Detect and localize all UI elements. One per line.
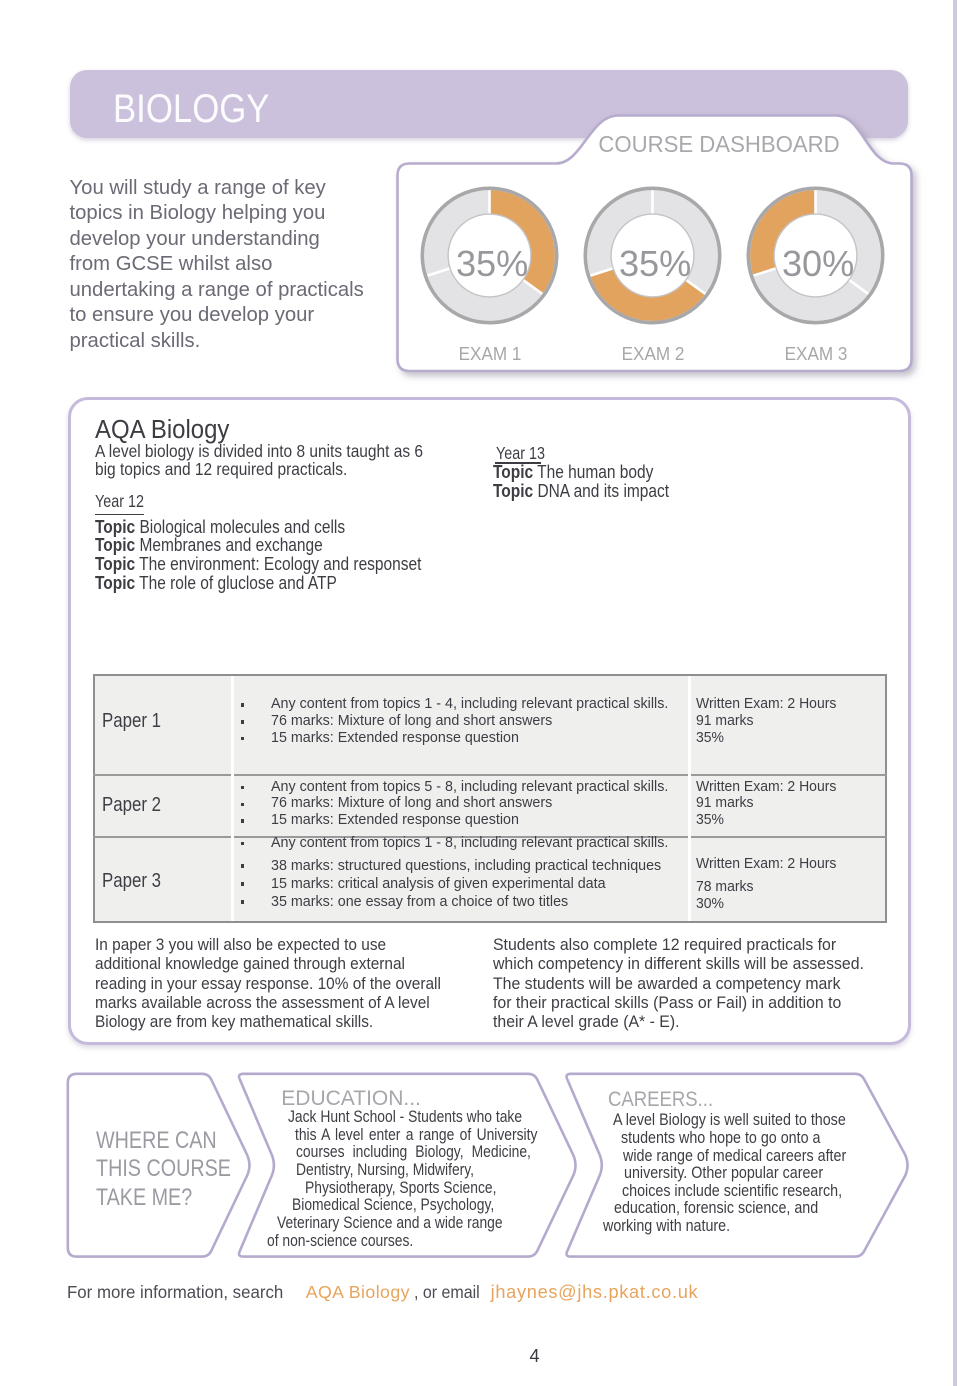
svg-text:30%: 30% — [782, 243, 854, 284]
svg-text:35%: 35% — [456, 243, 528, 284]
svg-text:35%: 35% — [619, 243, 691, 284]
